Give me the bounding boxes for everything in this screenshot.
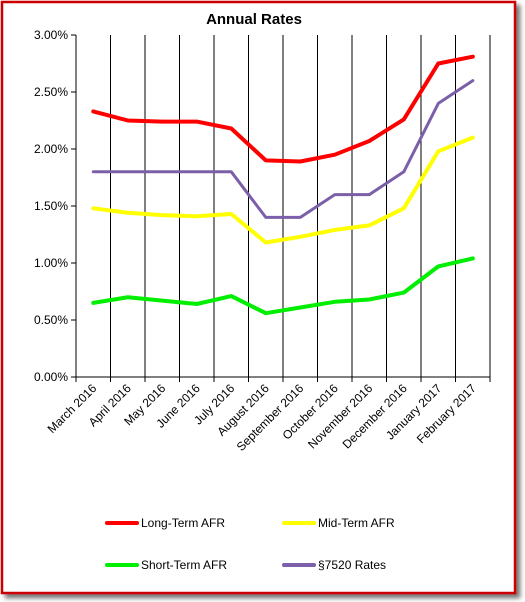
y-tick-label-5: 2.50% <box>34 85 68 99</box>
legend: Long-Term AFR Mid-Term AFR Short-Term AFR §… <box>105 516 395 572</box>
series-line-2 <box>91 256 475 316</box>
legend-label-1: Mid-Term AFR <box>318 516 395 530</box>
series-line-3 <box>91 79 475 219</box>
series-line-1 <box>91 135 475 245</box>
y-tick-label-0: 0.00% <box>34 370 68 384</box>
chart-border <box>0 0 517 595</box>
y-tick-labels: 0.00% 0.50% 1.00% 1.50% 2.00% 2.50% 3.00% <box>34 28 76 384</box>
legend-label-3: §7520 Rates <box>318 558 386 572</box>
legend-label-0: Long-Term AFR <box>141 516 225 530</box>
y-tick-label-1: 0.50% <box>34 313 68 327</box>
chart-title: Annual Rates <box>206 11 302 28</box>
series-line-0 <box>91 54 475 164</box>
legend-label-2: Short-Term AFR <box>141 558 227 572</box>
y-tick-label-6: 3.00% <box>34 28 68 42</box>
y-tick-label-2: 1.00% <box>34 256 68 270</box>
y-tick-label-3: 1.50% <box>34 199 68 213</box>
series-lines <box>91 54 475 316</box>
y-tick-label-4: 2.00% <box>34 142 68 156</box>
